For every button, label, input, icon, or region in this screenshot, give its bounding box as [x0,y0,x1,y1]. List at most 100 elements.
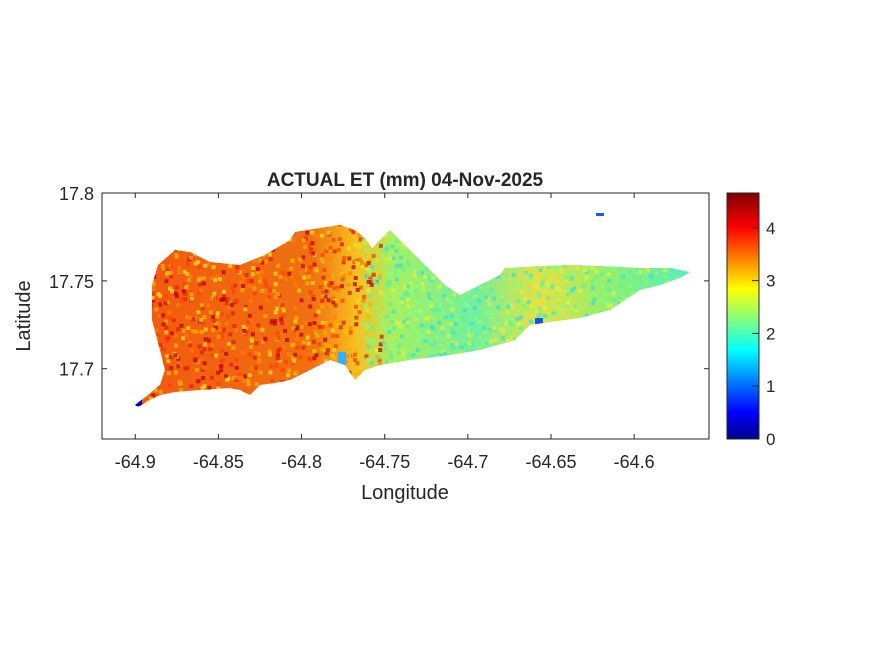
raster-cell [257,258,262,263]
raster-cell [213,325,218,330]
raster-cell [247,231,252,236]
raster-cell [253,365,258,370]
raster-cell [327,344,332,349]
raster-cell [643,409,647,413]
raster-cell [374,348,379,353]
raster-cell [152,245,157,249]
raster-cell [441,279,446,284]
raster-cell [202,238,207,243]
raster-cell [627,246,632,251]
raster-cell [513,347,518,351]
raster-cell [205,252,210,257]
raster-cell [646,320,650,325]
raster-cell [569,270,574,274]
raster-cell [257,249,262,254]
raster-cell [651,334,656,339]
raster-cell [308,375,313,380]
raster-cell [335,316,340,321]
raster-cell [321,324,325,329]
raster-cell [524,362,529,367]
raster-cell [417,286,422,291]
raster-cell [311,251,316,256]
raster-cell [340,277,345,282]
raster-cell [356,391,361,396]
raster-cell [540,279,545,284]
raster-cell [552,342,557,347]
raster-cell [393,406,398,407]
raster-cell [636,236,641,241]
raster-cell [593,369,598,374]
raster-cell [169,331,174,336]
raster-cell [674,348,679,353]
raster-cell [144,254,149,259]
raster-cell [395,344,400,349]
raster-cell-low [535,318,543,326]
raster-cell [639,294,644,299]
raster-cell [466,357,471,362]
raster-cell [526,401,531,406]
raster-cell [632,334,637,338]
raster-cell [224,242,229,247]
raster-cell [199,318,204,323]
raster-cell [260,327,265,332]
raster-cell [150,244,155,249]
raster-cell [583,387,588,392]
raster-cell [294,369,299,374]
raster-cell [526,347,531,352]
raster-cell [147,374,151,379]
raster-cell [580,354,585,359]
raster-cell [565,393,570,398]
raster-cell [618,263,623,268]
raster-cell [592,386,596,391]
raster-cell [588,353,593,358]
raster-cell [567,326,572,331]
raster-cell [378,348,383,352]
raster-cell [347,370,352,375]
raster-cell [417,315,422,320]
raster-cell [363,304,368,308]
raster-cell [419,225,424,228]
raster-cell [648,394,652,399]
raster-cell [634,294,639,299]
raster-cell [602,233,607,238]
raster-cell [202,243,207,248]
raster-cell [655,228,660,233]
raster-cell [497,250,502,255]
raster-cell [272,321,277,326]
raster-cell [292,386,297,391]
raster-cell [161,313,166,318]
raster-cell [651,220,655,224]
raster-cell [501,349,506,354]
raster-cell [399,299,404,304]
raster-cell [400,386,405,391]
raster-cell [639,251,643,255]
raster-cell [470,401,475,406]
raster-cell [182,269,187,274]
raster-cell [517,261,522,266]
raster-cell [275,395,280,400]
raster-cell [517,408,521,412]
raster-cell [471,402,476,407]
raster-cell [467,404,471,407]
raster-cell [256,323,261,328]
raster-cell [516,408,520,412]
raster-cell [439,353,444,358]
raster-cell [666,265,671,270]
raster-cell [519,386,523,391]
raster-cell [567,287,572,292]
raster-cell [632,301,637,305]
raster-cell [195,367,199,372]
raster-cell [474,296,479,301]
raster-cell [239,375,244,380]
raster-cell [562,355,567,360]
raster-cell [691,279,695,283]
raster-cell [333,303,338,308]
raster-cell [219,368,224,373]
raster-cell [540,346,545,351]
raster-cell [349,377,353,382]
raster-cell [424,304,429,309]
raster-cell [321,400,326,405]
raster-cell [529,319,534,324]
raster-cell [482,326,486,331]
raster-cell [487,358,492,363]
